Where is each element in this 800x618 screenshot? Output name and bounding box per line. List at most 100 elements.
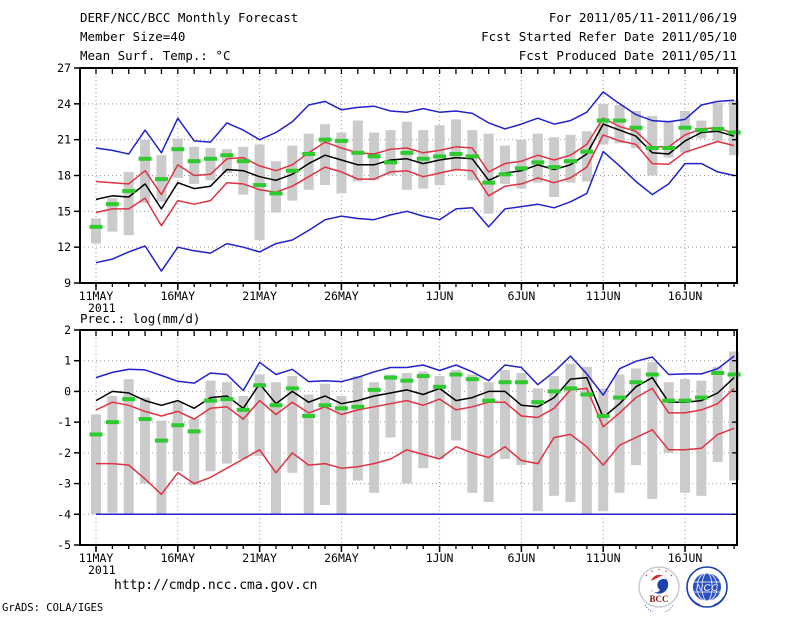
y-tick-label: 27 [57, 61, 71, 75]
ensemble-spread-bar [680, 111, 691, 153]
series-ensemble-mean [95, 376, 735, 419]
x-year-label: 2011 [88, 301, 116, 315]
ensemble-spread-bar [320, 383, 331, 506]
ensemble-spread-bar [581, 131, 592, 182]
y-tick-label: -1 [57, 415, 71, 429]
observation-marker [236, 407, 250, 412]
observation-marker [138, 156, 152, 161]
forecast-range-label: For 2011/05/11-2011/06/19 [548, 10, 737, 25]
observation-marker [171, 423, 185, 428]
x-tick-label: 21MAY [242, 289, 277, 303]
observation-marker [400, 378, 414, 383]
observation-marker [580, 149, 594, 154]
observation-marker [334, 138, 348, 143]
ensemble-spread-bar [254, 374, 265, 456]
observation-marker [171, 147, 185, 152]
ensemble-spread-bar [516, 373, 527, 466]
ensemble-spread-bar [287, 376, 298, 473]
observation-marker [187, 159, 201, 164]
ensemble-spread-bar [598, 388, 609, 512]
ensemble-spread-bar [532, 133, 543, 183]
observation-marker [433, 384, 447, 389]
ensemble-spread-bar [549, 376, 560, 496]
series-ensemble-max [95, 355, 735, 396]
observation-marker [367, 154, 381, 159]
ensemble-spread-bar [221, 149, 232, 174]
ensemble-spread-bar [303, 133, 314, 190]
y-tick-label: 2 [64, 323, 71, 337]
x-tick-label: 16MAY [160, 289, 195, 303]
fcst-refer-date-label: Fcst Started Refer Date 2011/05/10 [481, 29, 737, 44]
ensemble-spread-bar [500, 145, 511, 184]
observation-marker [302, 152, 316, 156]
observation-marker [514, 380, 528, 385]
observation-marker [400, 150, 414, 155]
observation-marker [433, 154, 447, 159]
observation-marker [138, 417, 152, 422]
ensemble-spread-bar [696, 380, 707, 496]
x-tick-label: 21MAY [242, 551, 277, 565]
series-upper-bound [95, 387, 735, 428]
ensemble-spread-bar [614, 105, 625, 144]
observation-marker [465, 154, 479, 159]
ensemble-spread-bar [221, 382, 232, 464]
bcc-logo: BCC [638, 566, 680, 612]
y-tick-label: 18 [57, 169, 71, 183]
ensemble-spread-bar [565, 363, 576, 502]
series-lower-bound [95, 134, 735, 227]
observation-marker [449, 372, 463, 377]
observation-marker [318, 137, 332, 142]
x-tick-label: 6JUN [508, 551, 536, 565]
ensemble-spread-bar [352, 376, 363, 481]
observation-marker [236, 159, 250, 164]
ensemble-spread-bar [729, 351, 740, 481]
ensemble-spread-bar [189, 146, 200, 184]
x-tick-label: 11JUN [586, 289, 621, 303]
observation-marker [482, 180, 496, 185]
y-tick-label: 0 [64, 384, 71, 398]
series-lower-bound [96, 427, 735, 496]
bcc-logo-text: BCC [649, 594, 668, 604]
ensemble-spread-bar [418, 371, 429, 469]
page-title: DERF/NCC/BCC Monthly Forecast [80, 10, 299, 25]
x-tick-label: 16JUN [668, 289, 703, 303]
y-tick-label: -4 [57, 507, 71, 521]
observation-marker [645, 372, 659, 377]
observation-marker [334, 406, 348, 411]
ensemble-spread-bar [401, 121, 412, 190]
ensemble-spread-bar [369, 382, 380, 493]
ensemble-spread-bar [614, 374, 625, 493]
temperature-chart: 11MAY 16MAY 21MAY 26MAY 1JUN 6JUN 11JUN 16JUN 20… [57, 61, 741, 315]
x-tick-label: 6JUN [508, 289, 536, 303]
observation-marker [498, 380, 512, 385]
observation-marker [498, 172, 512, 177]
observation-marker [318, 403, 332, 408]
ensemble-spread-bar [712, 102, 723, 141]
ensemble-spread-bar [91, 414, 101, 515]
observation-marker [629, 125, 643, 130]
x-tick-label: 11JUN [586, 551, 621, 565]
ensemble-spread-bar [270, 382, 281, 515]
observation-marker [531, 400, 545, 405]
observation-marker [694, 128, 708, 133]
y-tick-label: 9 [64, 276, 71, 290]
observation-marker [269, 403, 283, 408]
y-tick-label: 15 [57, 204, 71, 218]
ensemble-spread-bar [647, 115, 658, 176]
x-tick-label: 11MAY [79, 551, 114, 565]
observation-marker [187, 429, 201, 434]
observation-marker [285, 168, 299, 173]
observation-marker [613, 395, 627, 400]
ensemble-spread-bar [467, 374, 478, 493]
observation-marker [596, 414, 610, 418]
ensemble-spread-bar [107, 198, 118, 232]
observation-marker [580, 392, 594, 397]
observation-marker [269, 191, 283, 196]
observation-marker [662, 398, 676, 403]
observation-marker [285, 386, 299, 391]
temperature-panel-title: Mean Surf. Temp.: °C [80, 48, 231, 63]
ensemble-spread-bar [434, 376, 445, 459]
ensemble-spread-bar [450, 369, 461, 441]
observation-marker [711, 126, 725, 131]
observation-marker [154, 438, 168, 443]
